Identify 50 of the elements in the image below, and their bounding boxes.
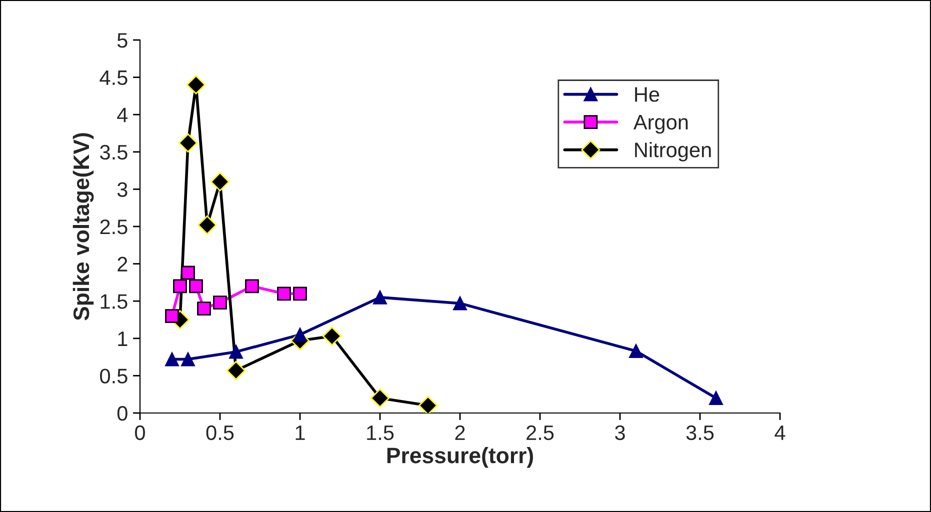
y-tick-label: 5 bbox=[117, 33, 128, 48]
y-tick-label: 3.5 bbox=[100, 144, 128, 160]
x-tick-label: 1.5 bbox=[367, 426, 394, 440]
point bbox=[709, 391, 723, 406]
point bbox=[293, 286, 307, 301]
x-tick-label: 3 bbox=[615, 425, 625, 440]
y-tick-label: 2.5 bbox=[100, 220, 128, 234]
x-tick-label: 0.5 bbox=[206, 425, 234, 440]
point bbox=[181, 266, 195, 280]
point bbox=[165, 352, 179, 366]
point bbox=[197, 302, 211, 316]
y-tick-label: 0 bbox=[117, 406, 128, 421]
x-tick-label: 0 bbox=[135, 425, 145, 440]
y-tick-label: 4.5 bbox=[100, 70, 128, 86]
legend-label: He bbox=[635, 87, 660, 102]
point bbox=[629, 344, 643, 358]
point bbox=[322, 326, 342, 346]
point bbox=[198, 215, 217, 235]
point bbox=[210, 172, 230, 192]
x-tick-label: 1 bbox=[296, 426, 305, 440]
y-tick-label: 0.5 bbox=[100, 368, 128, 384]
point bbox=[226, 360, 246, 380]
point bbox=[229, 344, 243, 359]
point bbox=[370, 388, 390, 408]
x-tick-label: 4 bbox=[774, 426, 786, 440]
legend-label: Argon bbox=[633, 115, 688, 134]
point bbox=[277, 286, 291, 301]
point bbox=[293, 328, 307, 342]
point bbox=[373, 290, 387, 304]
point bbox=[173, 279, 187, 294]
x-tick-label: 2 bbox=[455, 425, 465, 440]
y-tick-label: 4 bbox=[117, 108, 128, 122]
point bbox=[181, 352, 195, 366]
point bbox=[453, 296, 467, 310]
point bbox=[245, 279, 259, 294]
y-tick-label: 3 bbox=[117, 182, 128, 197]
point bbox=[186, 75, 206, 94]
legend-label: Nitrogen bbox=[635, 142, 711, 162]
point bbox=[165, 309, 179, 323]
x-tick-label: 3.5 bbox=[686, 425, 714, 440]
point bbox=[418, 396, 438, 413]
y-tick-label: 2 bbox=[118, 256, 128, 272]
point bbox=[178, 133, 198, 152]
point bbox=[189, 279, 203, 294]
x-axis-title: Pressure(torr) bbox=[387, 447, 533, 468]
y-axis-title: Spike voltage(KV) bbox=[72, 133, 94, 320]
x-tick-label: 2.5 bbox=[526, 425, 554, 440]
y-tick-label: 1.5 bbox=[100, 294, 128, 309]
point bbox=[213, 296, 227, 310]
y-tick-label: 1 bbox=[118, 332, 128, 346]
